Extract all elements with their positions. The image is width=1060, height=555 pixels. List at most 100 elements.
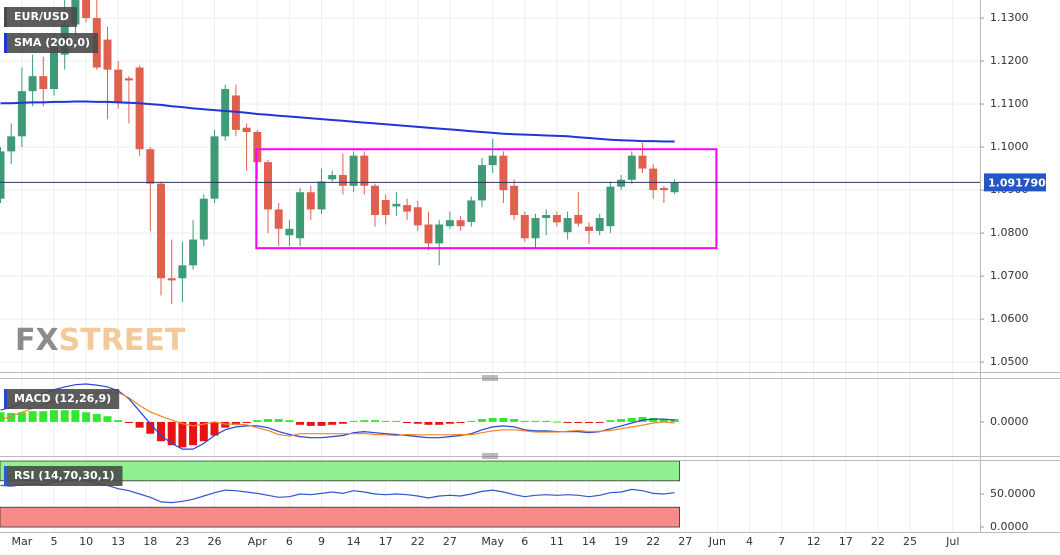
macd-histogram-bar	[574, 421, 583, 424]
indicator-label: RSI (14,70,30,1)	[4, 466, 123, 486]
candle-body	[17, 91, 26, 137]
candle-body	[392, 203, 401, 207]
x-tick-label: 14	[582, 535, 596, 548]
macd-histogram-bar	[264, 419, 272, 422]
resize-handle[interactable]	[482, 453, 498, 459]
indicator-name: SMA (200,0)	[14, 36, 90, 49]
label-box	[4, 33, 99, 53]
macd-histogram-bar	[7, 412, 16, 422]
y-tick-label: 50.0000	[990, 487, 1036, 500]
macd-histogram-bar	[381, 420, 390, 422]
candle-body	[531, 218, 540, 239]
candle-body	[146, 149, 155, 184]
candle-body	[606, 186, 615, 227]
macd-histogram-bar	[221, 421, 230, 428]
candle-body	[595, 218, 604, 231]
candle-body	[445, 220, 454, 227]
overlay: 1.091790 EUR/USD SMA (200,0) MACD (12,26,9)…	[4, 7, 1046, 486]
macd-histogram-bar	[167, 421, 176, 446]
candle-body	[627, 155, 636, 180]
x-tick-label: 18	[143, 535, 157, 548]
candle-body	[499, 155, 508, 191]
macd-histogram-bar	[317, 421, 326, 426]
grid	[0, 0, 980, 532]
y-tick-label: 1.0600	[990, 312, 1029, 325]
rsi-panel	[0, 460, 680, 528]
watermark: FXSTREET	[15, 323, 186, 358]
candle-body	[585, 226, 593, 231]
candle-body	[124, 78, 133, 81]
indicator-label: MACD (12,26,9)	[4, 389, 120, 409]
x-tick-label: 25	[903, 535, 917, 548]
macd-histogram-bar	[531, 420, 540, 422]
macd-histogram-bar	[595, 421, 604, 423]
rsi-line	[0, 478, 675, 504]
candle-body	[381, 199, 390, 216]
range-box	[255, 148, 718, 250]
x-tick-label: 27	[678, 535, 692, 548]
candle-body	[617, 179, 626, 187]
macd-histogram-bar	[478, 419, 486, 422]
candle-body	[670, 182, 679, 193]
macd-histogram-bar	[82, 412, 91, 422]
macd-histogram-bar	[285, 420, 294, 422]
x-tick-label: Mar	[12, 535, 33, 548]
candle-body	[424, 224, 433, 244]
y-tick-label: 1.1000	[990, 140, 1029, 153]
macd-histogram-bar	[253, 420, 262, 422]
label-box	[4, 7, 77, 27]
candle-body	[552, 215, 561, 223]
macd-histogram-bar	[488, 418, 497, 422]
candle-body	[242, 127, 251, 133]
candle-body	[189, 239, 198, 266]
macd-histogram-bar	[103, 416, 112, 422]
x-tick-label: 27	[443, 535, 457, 548]
x-tick-label: 5	[51, 535, 58, 548]
macd-histogram-bar	[124, 421, 133, 424]
macd-histogram-bar	[274, 419, 283, 422]
indicator-label: EUR/USD	[4, 7, 77, 27]
macd-panel	[0, 383, 679, 450]
macd-histogram-bar	[563, 421, 572, 423]
candle-body	[103, 39, 112, 70]
x-tick-label: 6	[286, 535, 293, 548]
x-tick-label: May	[481, 535, 504, 548]
macd-histogram-bar	[92, 414, 101, 422]
last-price-box	[984, 173, 1046, 192]
y-tick-label: 1.1300	[990, 11, 1029, 24]
y-tick-label: 1.0500	[990, 355, 1029, 368]
macd-histogram-bar	[338, 421, 347, 424]
x-tick-label: 19	[614, 535, 628, 548]
x-tick-label: Apr	[248, 535, 268, 548]
macd-histogram-bar	[306, 421, 315, 426]
candle-body	[349, 155, 358, 186]
candle-body	[328, 175, 337, 180]
macd-histogram-bar	[328, 421, 337, 425]
x-tick-label: 13	[111, 535, 125, 548]
candle-body	[649, 168, 658, 191]
y-tick-label: 1.0800	[990, 226, 1029, 239]
y-tick-label: 0.0000	[990, 520, 1029, 533]
candle-body	[403, 205, 412, 212]
label-stripe	[4, 466, 7, 486]
macd-histogram-bar	[617, 419, 626, 422]
macd-histogram-bar	[157, 421, 165, 442]
candle-body	[199, 198, 208, 240]
resize-handle[interactable]	[482, 375, 498, 381]
x-tick-label: 9	[318, 535, 325, 548]
candle-body	[167, 278, 176, 281]
candle-body	[360, 155, 369, 186]
last-price-label: 1.091790	[988, 176, 1046, 189]
x-tick-label: 14	[347, 535, 361, 548]
y-tick-label: 1.0700	[990, 269, 1029, 282]
x-tick-label: 22	[411, 535, 425, 548]
macd-histogram-bar	[445, 421, 454, 424]
candle-body	[574, 215, 583, 224]
x-tick-label: 12	[807, 535, 821, 548]
candle-body	[563, 218, 572, 233]
candle-body	[157, 183, 165, 279]
macd-histogram-bar	[50, 410, 58, 422]
candle-body	[7, 136, 16, 152]
